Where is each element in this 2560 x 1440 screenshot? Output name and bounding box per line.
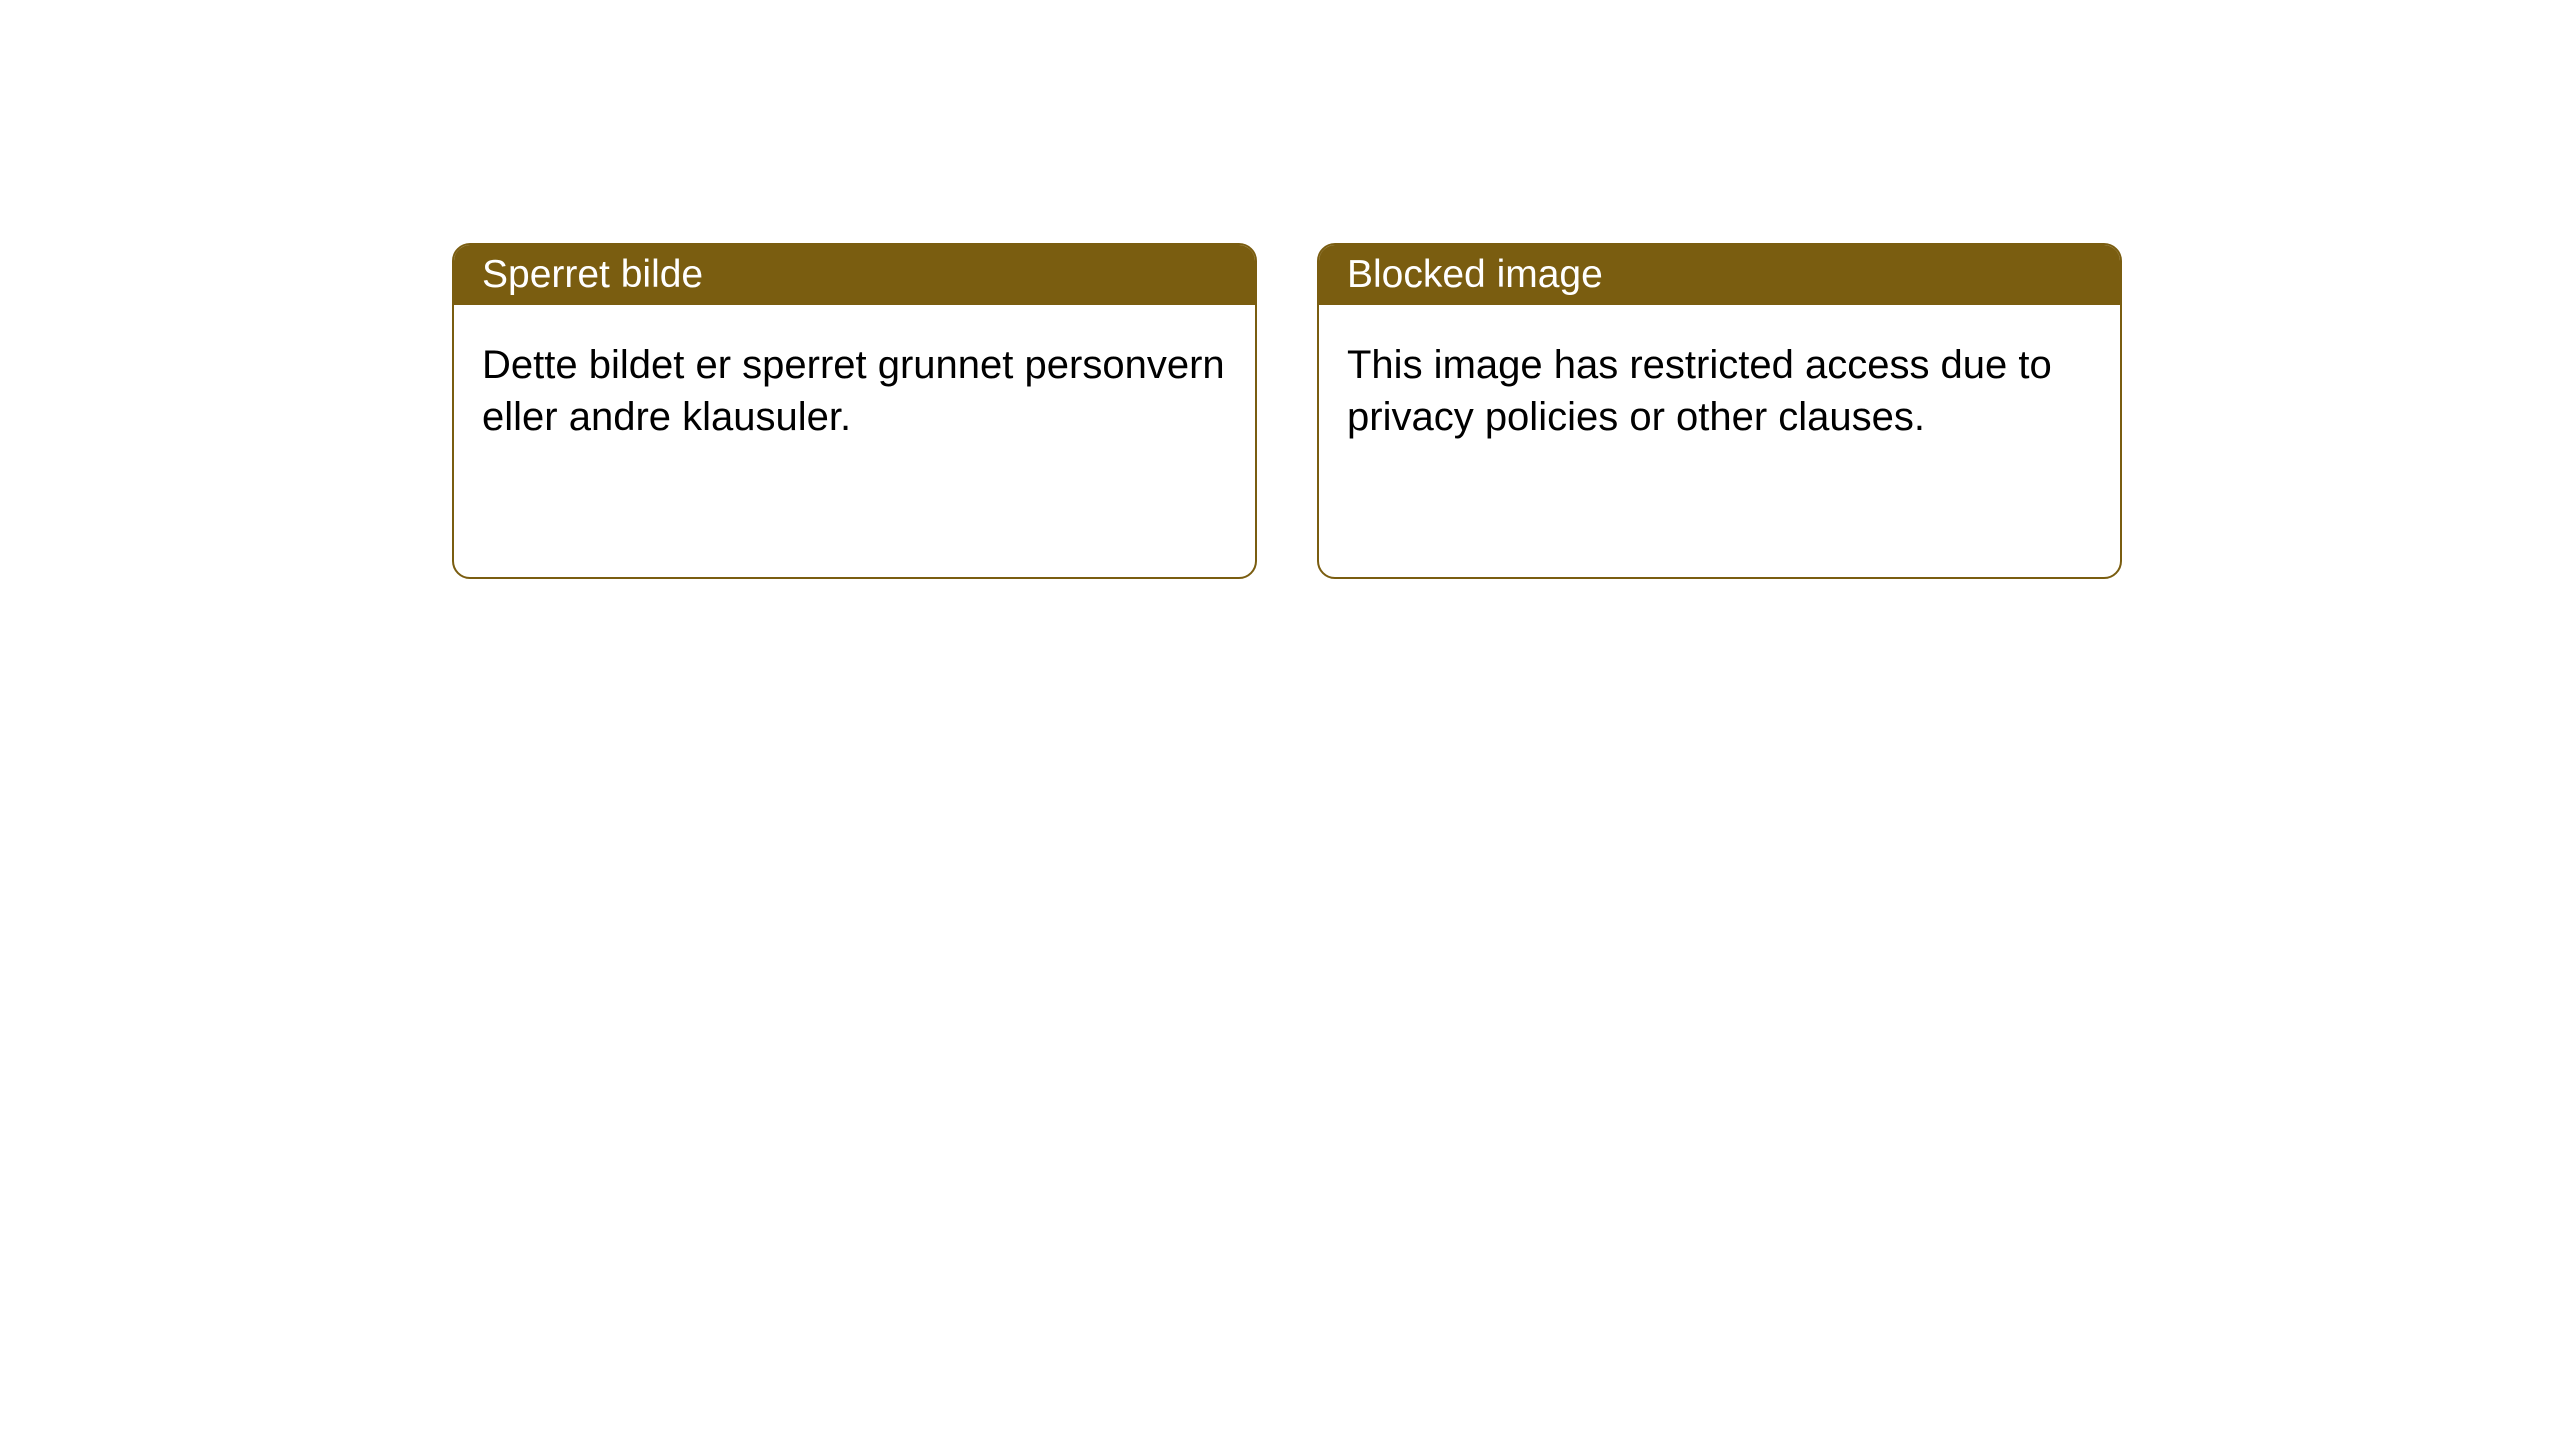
blocked-image-card-no: Sperret bilde Dette bildet er sperret gr… <box>452 243 1257 579</box>
card-header: Blocked image <box>1319 245 2120 305</box>
cards-container: Sperret bilde Dette bildet er sperret gr… <box>0 0 2560 579</box>
blocked-image-card-en: Blocked image This image has restricted … <box>1317 243 2122 579</box>
card-header: Sperret bilde <box>454 245 1255 305</box>
card-body-text: Dette bildet er sperret grunnet personve… <box>482 343 1225 439</box>
card-title: Blocked image <box>1347 253 1603 297</box>
card-body-text: This image has restricted access due to … <box>1347 343 2052 439</box>
card-title: Sperret bilde <box>482 253 703 297</box>
card-body: This image has restricted access due to … <box>1319 305 2120 477</box>
card-body: Dette bildet er sperret grunnet personve… <box>454 305 1255 477</box>
